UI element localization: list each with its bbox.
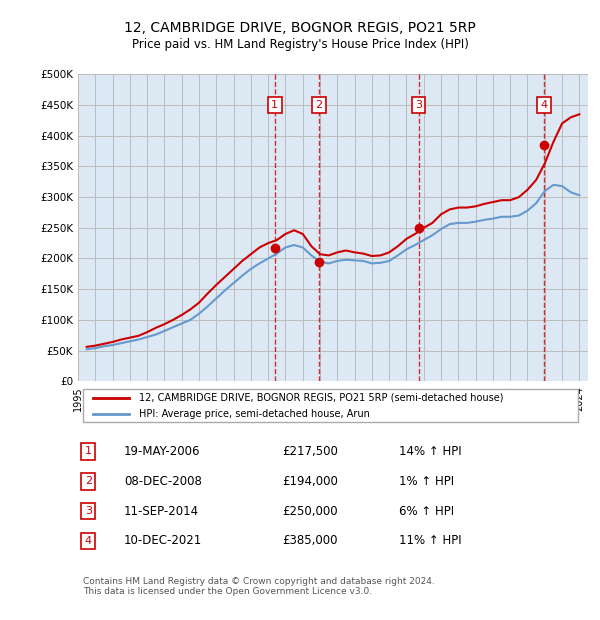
Text: 12, CAMBRIDGE DRIVE, BOGNOR REGIS, PO21 5RP: 12, CAMBRIDGE DRIVE, BOGNOR REGIS, PO21 … (124, 21, 476, 35)
Text: 3: 3 (415, 100, 422, 110)
Text: 1: 1 (85, 446, 92, 456)
Text: 12, CAMBRIDGE DRIVE, BOGNOR REGIS, PO21 5RP (semi-detached house): 12, CAMBRIDGE DRIVE, BOGNOR REGIS, PO21 … (139, 393, 504, 403)
Text: £217,500: £217,500 (282, 445, 338, 458)
Text: 4: 4 (85, 536, 92, 546)
Text: 1% ↑ HPI: 1% ↑ HPI (400, 475, 454, 488)
Text: 6% ↑ HPI: 6% ↑ HPI (400, 505, 454, 518)
Text: Price paid vs. HM Land Registry's House Price Index (HPI): Price paid vs. HM Land Registry's House … (131, 38, 469, 51)
Text: £250,000: £250,000 (282, 505, 338, 518)
Text: HPI: Average price, semi-detached house, Arun: HPI: Average price, semi-detached house,… (139, 409, 370, 419)
Text: 1: 1 (271, 100, 278, 110)
FancyBboxPatch shape (83, 389, 578, 422)
Text: 2: 2 (85, 476, 92, 486)
Text: 11% ↑ HPI: 11% ↑ HPI (400, 534, 462, 547)
Text: £194,000: £194,000 (282, 475, 338, 488)
Text: 3: 3 (85, 506, 92, 516)
Text: 08-DEC-2008: 08-DEC-2008 (124, 475, 202, 488)
Text: 19-MAY-2006: 19-MAY-2006 (124, 445, 200, 458)
Text: Contains HM Land Registry data © Crown copyright and database right 2024.
This d: Contains HM Land Registry data © Crown c… (83, 577, 435, 596)
Text: 10-DEC-2021: 10-DEC-2021 (124, 534, 202, 547)
Text: 4: 4 (540, 100, 547, 110)
Text: 11-SEP-2014: 11-SEP-2014 (124, 505, 199, 518)
Text: 14% ↑ HPI: 14% ↑ HPI (400, 445, 462, 458)
Text: £385,000: £385,000 (282, 534, 337, 547)
Text: 2: 2 (315, 100, 322, 110)
